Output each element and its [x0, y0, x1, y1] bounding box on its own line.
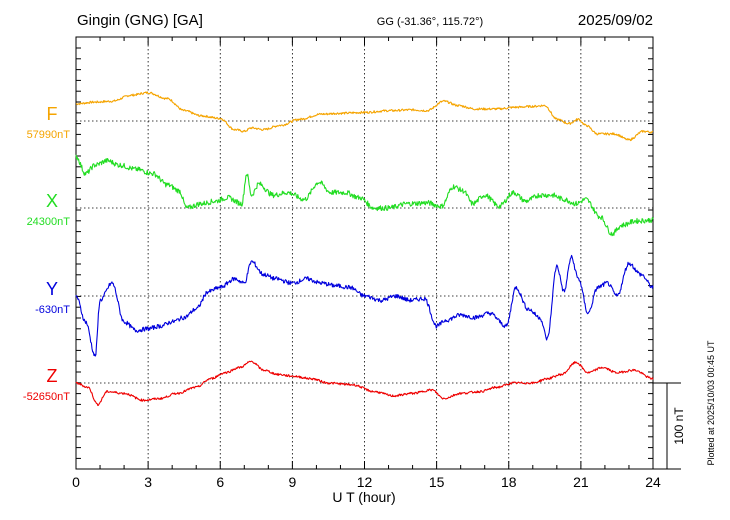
series-baseline-y: -630nT — [35, 304, 70, 316]
scale-bar-label: 100 nT — [672, 407, 686, 445]
station-coords: GG (-31.36°, 115.72°) — [377, 16, 483, 28]
series-baseline-x: 24300nT — [27, 216, 71, 228]
x-tick-label: 18 — [501, 474, 517, 490]
series-name-y: Y — [46, 279, 58, 299]
x-tick-label: 24 — [645, 474, 661, 490]
series-name-z: Z — [47, 366, 58, 386]
trace-x — [75, 154, 654, 237]
series-labels: F 57990nT X 24300nT Y -630nT Z -52650nT — [23, 104, 70, 403]
series-name-f: F — [47, 104, 58, 124]
data-traces — [75, 91, 654, 407]
x-tick-labels: 0 3 6 9 12 15 18 21 24 — [72, 474, 661, 490]
plot-date: 2025/09/02 — [578, 12, 653, 29]
x-tick-label: 15 — [429, 474, 445, 490]
x-axis-label: U T (hour) — [332, 489, 395, 505]
series-name-x: X — [46, 191, 58, 211]
axis-ticks — [75, 37, 654, 469]
scale-bar — [653, 382, 681, 470]
station-title: Gingin (GNG) [GA] — [77, 12, 203, 29]
x-tick-label: 3 — [144, 474, 152, 490]
grid-lines — [76, 37, 653, 469]
plotted-timestamp: Plotted at 2025/10/03 00:45 UT — [706, 340, 716, 466]
trace-y — [75, 254, 654, 357]
series-baseline-f: 57990nT — [27, 129, 71, 141]
series-baseline-z: -52650nT — [23, 391, 70, 403]
trace-z — [75, 360, 654, 407]
x-tick-label: 9 — [288, 474, 296, 490]
x-tick-label: 12 — [357, 474, 373, 490]
x-tick-label: 0 — [72, 474, 80, 490]
trace-f — [75, 91, 654, 142]
x-tick-label: 21 — [573, 474, 589, 490]
x-tick-label: 6 — [216, 474, 224, 490]
